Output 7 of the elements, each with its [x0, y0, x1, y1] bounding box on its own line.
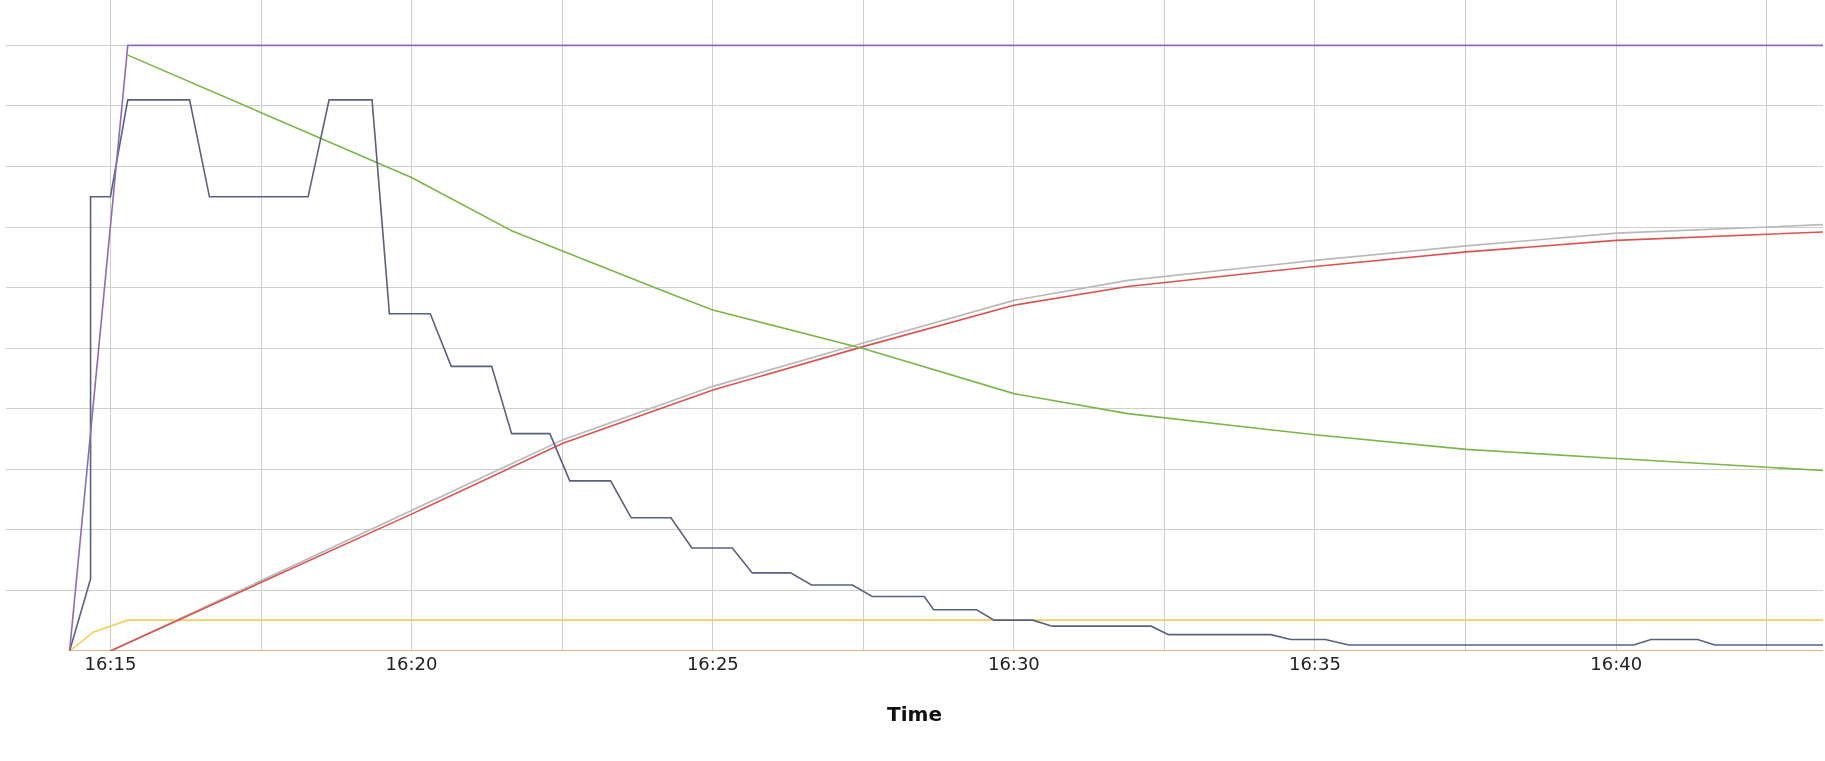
x-axis-title: Time [887, 702, 942, 726]
x-tick-label: 16:35 [1288, 653, 1341, 674]
x-tick-label: 16:15 [84, 653, 137, 674]
x-tick-label: 16:30 [987, 653, 1040, 674]
x-tick-label: 16:25 [686, 653, 739, 674]
x-tick-label: 16:20 [385, 653, 438, 674]
x-tick-label: 16:40 [1590, 653, 1643, 674]
